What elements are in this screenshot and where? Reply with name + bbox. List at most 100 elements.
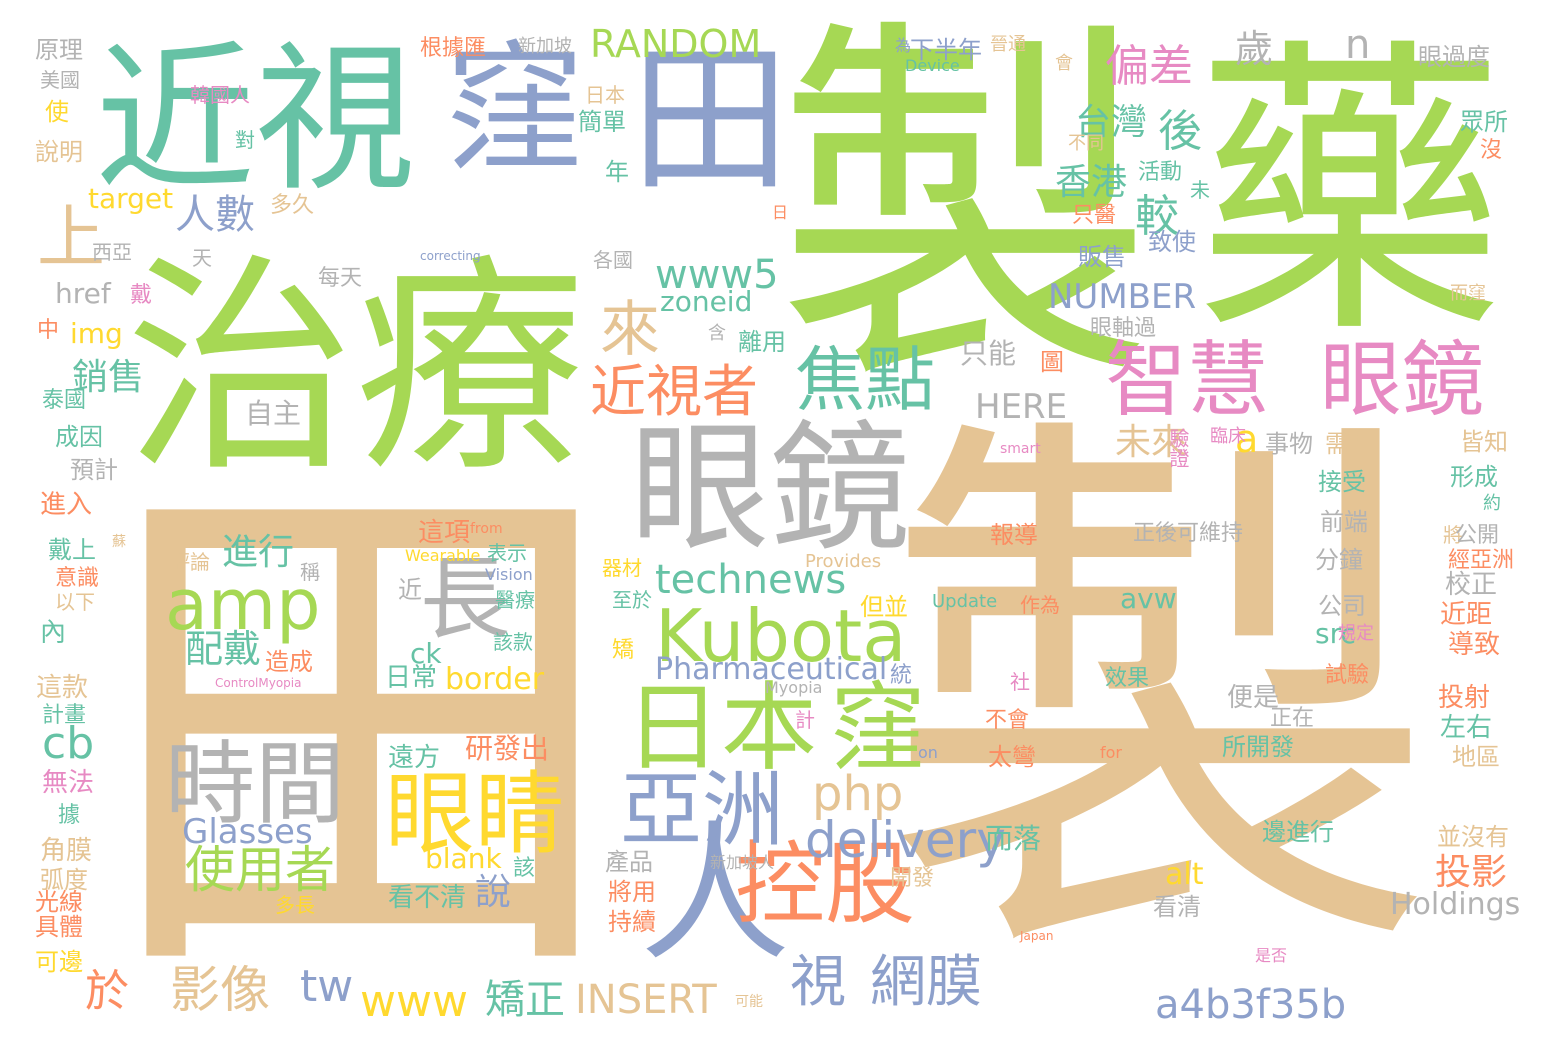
cloud-word: href [55, 277, 111, 310]
cloud-word: 研發出 [465, 732, 550, 765]
cloud-word: 原理 [35, 36, 83, 64]
cloud-word: 看不清 [388, 883, 467, 913]
cloud-word: 多久 [270, 193, 315, 218]
cloud-word: 近 [398, 576, 422, 604]
cloud-word: 影像 [170, 961, 270, 1019]
cloud-word: 新加坡人 [710, 853, 775, 872]
cloud-word: 蘇 [112, 534, 126, 550]
cloud-word: zoneid [660, 285, 753, 318]
cloud-word: 經亞洲 [1448, 548, 1515, 573]
cloud-word: 效果 [1105, 666, 1150, 691]
cloud-word: 產品 [605, 848, 653, 876]
cloud-word: 田 [630, 26, 791, 213]
cloud-word: 時間 [165, 732, 345, 837]
cloud-word: 不會 [985, 708, 1030, 733]
cloud-word: 人 [640, 808, 791, 982]
cloud-word: 造成 [265, 648, 313, 676]
cloud-word: correcting [420, 249, 481, 263]
cloud-word: 韓國人 [190, 83, 250, 107]
cloud-word: 配戴 [185, 627, 262, 671]
cloud-word: 角膜 [40, 836, 93, 866]
cloud-word: 該款 [493, 630, 533, 654]
cloud-word: 驗證 [1166, 428, 1190, 468]
cloud-word: 左右 [1440, 713, 1493, 743]
cloud-word: 將用 [608, 878, 656, 906]
cloud-word: Vision [485, 565, 533, 584]
cloud-word: border [445, 662, 545, 697]
cloud-word: 自主 [245, 397, 302, 430]
cloud-word: 近視者 [590, 360, 758, 425]
cloud-word: on [918, 743, 938, 762]
cloud-word: 不同 [1068, 133, 1104, 154]
cloud-word: 台灣 [1075, 102, 1148, 143]
cloud-word: NUMBER [1048, 277, 1197, 317]
cloud-word: 視 [790, 950, 846, 1015]
cloud-word: 新加坡 [518, 36, 572, 57]
cloud-word: for [1100, 743, 1122, 762]
cloud-word: technews [655, 557, 847, 603]
cloud-word: 看清 [1153, 893, 1201, 921]
cloud-word: 規定 [1338, 623, 1374, 644]
cloud-word: 製 [775, 0, 1155, 431]
cloud-word: 分鐘 [1315, 546, 1363, 574]
cloud-word: 近視 [95, 26, 416, 213]
cloud-word: 離用 [738, 328, 786, 356]
cloud-word: Provides [805, 551, 882, 572]
cloud-word: 可邊 [35, 948, 83, 976]
cloud-word: 偏差 [1105, 41, 1193, 92]
cloud-word: 未來 [1115, 422, 1188, 463]
cloud-word: www [360, 976, 468, 1027]
cloud-word: 進行 [222, 532, 295, 573]
cloud-word: 長 [420, 547, 510, 652]
cloud-word: 控股 [735, 832, 915, 937]
cloud-word: 正後可維持 [1133, 521, 1244, 546]
cloud-word: 戴上 [48, 536, 96, 564]
cloud-word: 校正 [1445, 570, 1498, 600]
cloud-word: amp [165, 564, 321, 646]
cloud-word: 該 [513, 856, 536, 881]
cloud-word: 眼軸過 [1090, 316, 1157, 341]
cloud-word: 窪 [445, 28, 586, 191]
cloud-word: 於 [85, 966, 129, 1017]
cloud-word: 社 [1010, 670, 1030, 694]
cloud-word: avw [1120, 582, 1177, 615]
cloud-word: Myopia [765, 678, 823, 697]
cloud-word: 眼鏡 [630, 408, 911, 571]
cloud-word: 矯正 [485, 977, 565, 1023]
cloud-word: 預計 [70, 456, 118, 484]
cloud-word: Holdings [1390, 887, 1521, 922]
cloud-word: 販售 [1078, 243, 1126, 271]
cloud-word: 各國 [593, 248, 633, 272]
cloud-word: 成因 [55, 423, 103, 451]
cloud-word: HERE [975, 387, 1068, 427]
cloud-word: www5 [655, 252, 779, 298]
cloud-word: 沒 [1480, 138, 1503, 163]
cloud-word: 太彎 [988, 743, 1036, 771]
cloud-word: 為 [895, 36, 912, 55]
cloud-word: 試驗 [1325, 663, 1370, 688]
cloud-word: cb [42, 718, 95, 769]
cloud-word: target [88, 182, 174, 215]
cloud-word: 開發 [890, 866, 935, 891]
cloud-word: 需要 [1325, 430, 1373, 458]
cloud-word: 使 [45, 98, 69, 126]
cloud-word: 下半年 [910, 36, 982, 64]
cloud-word: 製 [880, 374, 1440, 1026]
cloud-word: 晉通 [990, 34, 1026, 55]
cloud-word: 日本 [585, 83, 625, 107]
cloud-word: 近距 [1440, 600, 1493, 630]
cloud-word: 眼睛 [385, 762, 565, 867]
cloud-word: 較 [1135, 191, 1179, 242]
cloud-word: 而落 [985, 822, 1042, 855]
cloud-word: 可能 [735, 994, 763, 1010]
cloud-word: 器材 [602, 556, 642, 580]
cloud-word: 便是 [1227, 683, 1280, 713]
cloud-word: delivery [805, 811, 1006, 869]
cloud-word: 作為 [1020, 593, 1060, 617]
cloud-word: 簡單 [578, 108, 626, 136]
cloud-word: Device [905, 56, 960, 75]
cloud-word: 計畫 [42, 703, 87, 728]
cloud-word: 醫療 [495, 588, 535, 612]
cloud-word: 公司 [1318, 592, 1366, 620]
cloud-word: 公開 [1455, 523, 1500, 548]
